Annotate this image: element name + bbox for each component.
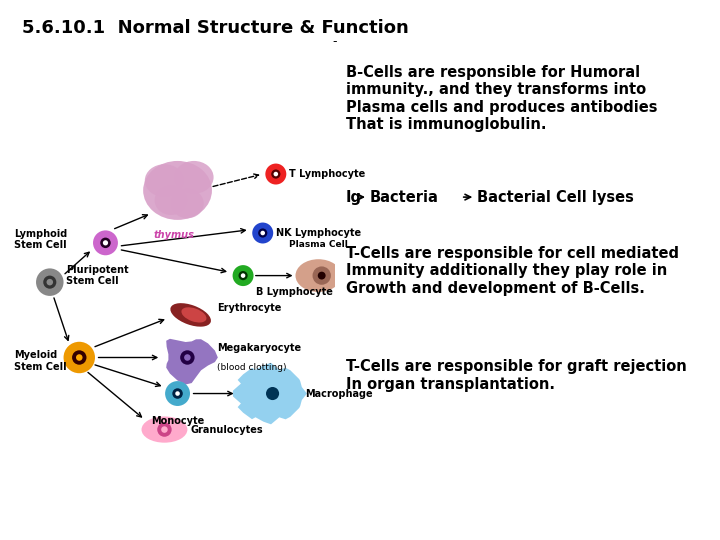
Text: Granulocytes: Granulocytes — [191, 424, 264, 435]
Text: Megakaryocyte: Megakaryocyte — [217, 343, 301, 353]
Text: -: - — [333, 35, 337, 48]
Circle shape — [274, 172, 278, 177]
Ellipse shape — [155, 186, 187, 215]
Polygon shape — [233, 363, 307, 424]
Circle shape — [36, 268, 63, 296]
Circle shape — [43, 275, 56, 289]
Ellipse shape — [171, 189, 204, 218]
Circle shape — [72, 350, 86, 365]
Ellipse shape — [142, 416, 187, 443]
Circle shape — [266, 164, 287, 185]
Circle shape — [233, 265, 253, 286]
Text: Pluripotent
Stem Cell: Pluripotent Stem Cell — [66, 265, 129, 286]
Text: Monocyte: Monocyte — [151, 416, 204, 427]
Text: Bacteria: Bacteria — [370, 190, 439, 205]
Text: Myeloid
Stem Cell: Myeloid Stem Cell — [14, 350, 66, 372]
Circle shape — [157, 422, 171, 437]
Text: T-Cells are responsible for graft rejection
In organ transplantation.: T-Cells are responsible for graft reject… — [346, 359, 686, 392]
Circle shape — [312, 266, 331, 285]
Circle shape — [63, 342, 95, 373]
Circle shape — [252, 222, 273, 244]
Text: (blood clotting): (blood clotting) — [217, 363, 287, 372]
Circle shape — [175, 392, 180, 396]
Text: Lymphoid
Stem Cell: Lymphoid Stem Cell — [14, 229, 67, 251]
Circle shape — [76, 354, 83, 361]
Text: Erythrocyte: Erythrocyte — [217, 303, 282, 313]
Ellipse shape — [143, 161, 212, 220]
Ellipse shape — [145, 164, 184, 197]
Circle shape — [100, 238, 111, 248]
Ellipse shape — [181, 307, 207, 322]
Circle shape — [165, 381, 190, 406]
Circle shape — [103, 240, 108, 246]
Circle shape — [318, 272, 325, 280]
Text: Ig: Ig — [346, 190, 361, 205]
Ellipse shape — [171, 303, 211, 327]
Circle shape — [47, 279, 53, 286]
Ellipse shape — [295, 259, 341, 292]
Text: Bacterial Cell lyses: Bacterial Cell lyses — [477, 190, 634, 205]
Circle shape — [261, 231, 265, 235]
Circle shape — [172, 388, 183, 399]
Circle shape — [271, 170, 280, 179]
Text: NK Lymphocyte: NK Lymphocyte — [276, 228, 361, 238]
Circle shape — [161, 426, 168, 433]
Circle shape — [238, 271, 248, 280]
Circle shape — [184, 354, 191, 361]
Circle shape — [93, 231, 118, 255]
Text: B Lymphocyte: B Lymphocyte — [256, 287, 333, 297]
Text: Plasma Cell: Plasma Cell — [289, 240, 348, 249]
Text: thymus: thymus — [154, 230, 194, 240]
Circle shape — [266, 387, 279, 400]
Ellipse shape — [174, 161, 214, 194]
Text: 5.6.10.1  Normal Structure & Function: 5.6.10.1 Normal Structure & Function — [22, 19, 408, 37]
Circle shape — [240, 273, 246, 278]
Text: Macrophage: Macrophage — [305, 389, 373, 399]
Circle shape — [258, 228, 267, 238]
Circle shape — [180, 350, 194, 365]
Text: T Lymphocyte: T Lymphocyte — [289, 169, 365, 179]
Text: T-Cells are responsible for cell mediated
Immunity additionally they play role i: T-Cells are responsible for cell mediate… — [346, 246, 678, 295]
Text: B-Cells are responsible for Humoral
immunity., and they transforms into
Plasma c: B-Cells are responsible for Humoral immu… — [346, 65, 657, 132]
Polygon shape — [166, 339, 218, 384]
